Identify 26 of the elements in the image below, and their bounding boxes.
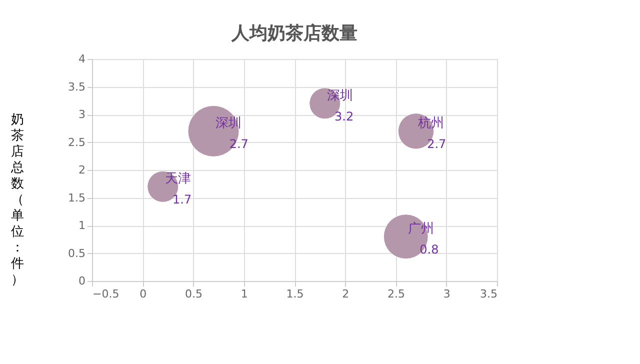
y-tick-label: 3 [78, 108, 86, 121]
data-label: 2.7 [229, 137, 248, 152]
x-tick-label: 1 [240, 288, 248, 300]
x-tick-label: 2 [342, 288, 350, 300]
x-tick-label: 0 [140, 288, 147, 300]
y-tick-label: 0.5 [68, 246, 86, 260]
y-tick-label: 2.5 [68, 136, 86, 149]
annotation: 杭州 [417, 116, 444, 132]
x-tick-label: 0.5 [185, 288, 202, 300]
x-tick-label: 1.5 [286, 288, 304, 300]
x-tick-label: −0.5 [92, 288, 120, 300]
y-tick-label: 1 [78, 219, 86, 232]
y-tick-label: 4 [78, 52, 86, 66]
y-tick-label: 1.5 [68, 191, 86, 204]
chart-title: 人均奶茶店数量 [230, 23, 358, 44]
data-label: 2.7 [427, 137, 446, 152]
x-tick-label: 3.5 [480, 288, 498, 300]
y-tick-label: 0 [78, 274, 86, 288]
text: 奶茶店总数（单位：件） [11, 112, 24, 288]
y-tick-label: 3.5 [68, 80, 86, 94]
x-tick-label: 3 [443, 288, 450, 300]
data-label: 3.2 [334, 109, 354, 124]
x-tick-label: 2.5 [388, 288, 405, 300]
data-label: 1.7 [172, 192, 192, 207]
y-tick-label: 2 [78, 164, 86, 176]
data-label: 0.8 [420, 242, 439, 257]
